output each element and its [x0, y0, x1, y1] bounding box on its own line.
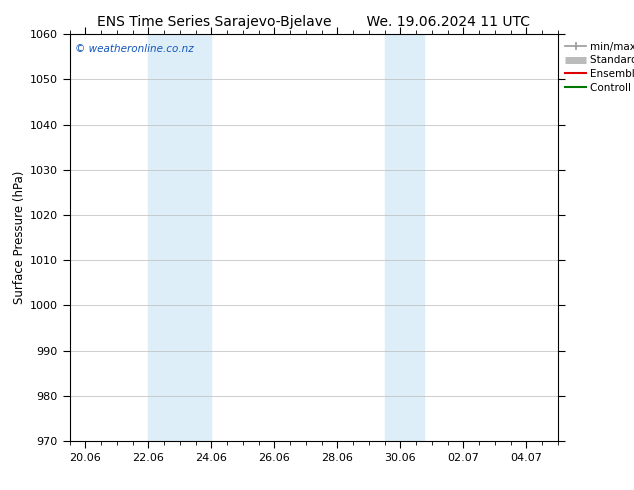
Title: ENS Time Series Sarajevo-Bjelave        We. 19.06.2024 11 UTC: ENS Time Series Sarajevo-Bjelave We. 19.…: [98, 15, 530, 29]
Legend: min/max, Standard deviation, Ensemble mean run, Controll run: min/max, Standard deviation, Ensemble me…: [563, 40, 634, 95]
Bar: [148, 34, 212, 441]
Bar: [385, 34, 424, 441]
Text: © weatheronline.co.nz: © weatheronline.co.nz: [75, 45, 193, 54]
Y-axis label: Surface Pressure (hPa): Surface Pressure (hPa): [13, 171, 25, 304]
